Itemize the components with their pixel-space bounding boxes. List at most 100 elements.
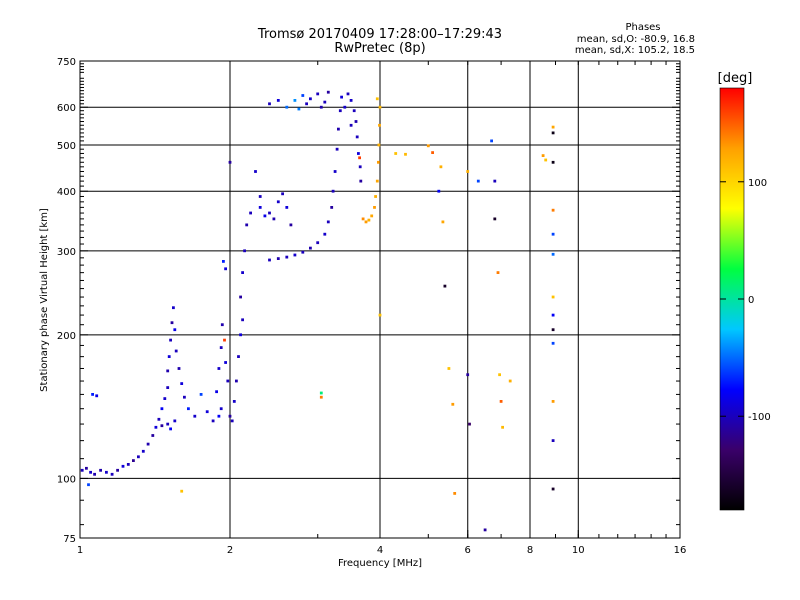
y-axis-ticks: 75 100 200 300 400 500 600 750 <box>57 57 680 545</box>
data-point <box>551 125 555 129</box>
data-point <box>268 102 271 106</box>
phase-box-line1: mean, sd,O: -80.9, 16.8 <box>577 34 695 45</box>
data-point <box>437 189 441 193</box>
data-point <box>89 470 92 474</box>
data-point <box>378 313 382 317</box>
data-point <box>319 105 323 109</box>
data-point <box>394 152 398 155</box>
data-point <box>167 355 171 358</box>
data-point <box>154 425 158 429</box>
data-point <box>493 217 497 221</box>
data-point <box>499 400 503 403</box>
data-point <box>226 379 230 383</box>
data-point <box>141 449 145 453</box>
data-point <box>508 379 512 383</box>
data-point <box>297 107 301 111</box>
data-point <box>268 258 271 262</box>
data-point <box>354 120 358 123</box>
data-point <box>268 211 271 215</box>
data-point <box>343 105 347 109</box>
data-point <box>443 284 447 288</box>
data-point <box>358 156 361 160</box>
data-point <box>476 179 480 183</box>
data-point <box>224 267 227 271</box>
data-point <box>85 466 88 470</box>
data-point <box>333 170 337 173</box>
data-point <box>466 373 470 377</box>
data-point <box>116 468 119 472</box>
data-point <box>241 271 244 274</box>
data-point <box>367 218 371 222</box>
data-point <box>551 328 555 332</box>
data-point <box>305 102 308 106</box>
data-point <box>551 439 555 442</box>
data-point <box>91 393 94 396</box>
data-point <box>276 200 280 204</box>
data-point <box>169 427 172 431</box>
data-point <box>173 328 177 332</box>
x-tick-label: 4 <box>377 545 383 556</box>
y-tick-label: 600 <box>57 103 76 114</box>
data-point <box>551 208 555 212</box>
data-point <box>174 349 178 353</box>
data-point <box>375 179 379 183</box>
data-point <box>289 223 293 227</box>
data-point <box>232 400 236 403</box>
data-point <box>338 109 342 113</box>
data-point <box>172 306 175 310</box>
data-point <box>183 395 186 399</box>
data-point <box>285 255 289 259</box>
data-point <box>551 313 555 317</box>
data-point <box>359 179 363 183</box>
data-point <box>493 179 497 183</box>
data-point <box>326 220 330 224</box>
data-point <box>293 253 297 257</box>
data-point <box>544 158 548 162</box>
data-point <box>163 397 167 400</box>
data-point <box>228 160 232 164</box>
data-point <box>239 295 242 299</box>
data-point <box>441 220 445 224</box>
data-point <box>326 90 330 94</box>
data-point <box>451 402 455 406</box>
data-point <box>276 257 280 260</box>
data-point <box>377 143 381 147</box>
data-point <box>241 318 244 322</box>
y-tick-label: 300 <box>57 247 76 258</box>
data-point <box>173 419 177 423</box>
y-tick-label: 75 <box>63 534 76 545</box>
data-point <box>319 391 323 395</box>
data-point <box>352 109 356 113</box>
data-point <box>323 232 327 236</box>
data-point <box>309 97 312 101</box>
data-point <box>243 249 246 253</box>
data-point <box>249 211 252 215</box>
data-point <box>285 206 289 209</box>
colorbar-ticks: 100 0 -100 <box>720 178 771 423</box>
data-point <box>93 472 96 476</box>
grid <box>80 61 680 538</box>
data-point <box>217 414 221 418</box>
data-point <box>177 367 181 370</box>
data-point <box>239 333 242 337</box>
x-axis-label: Frequency [MHz] <box>338 558 422 569</box>
data-point <box>551 341 555 345</box>
colorbar-tick-label: 0 <box>748 295 754 306</box>
data-point <box>193 414 197 418</box>
data-point <box>217 367 221 370</box>
data-point <box>151 434 155 437</box>
data-point <box>137 455 140 459</box>
data-point <box>87 483 90 487</box>
data-point <box>453 492 457 495</box>
colorbar-label: [deg] <box>718 71 753 86</box>
data-point <box>551 487 555 491</box>
data-point <box>228 414 232 418</box>
data-point <box>293 99 297 102</box>
data-point <box>551 400 555 403</box>
data-point <box>551 232 555 236</box>
data-point <box>187 407 190 411</box>
data-point <box>237 355 240 358</box>
data-point <box>258 206 262 209</box>
data-point <box>490 139 493 143</box>
